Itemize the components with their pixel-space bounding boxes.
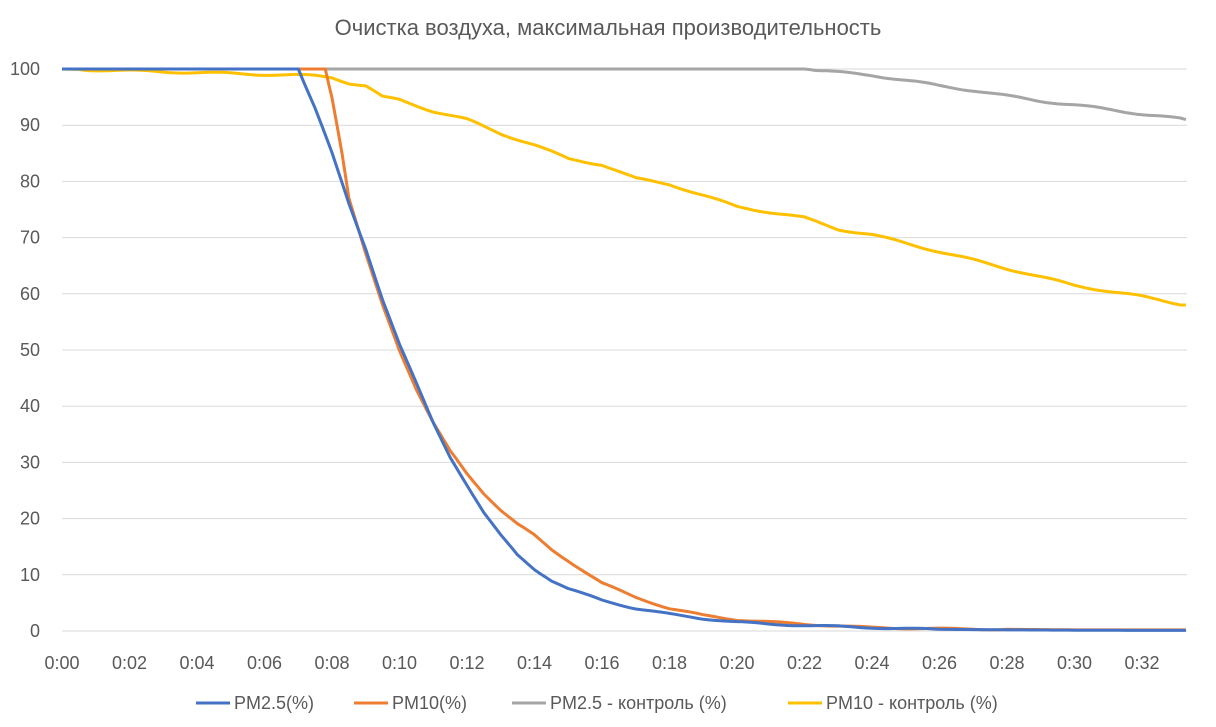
y-tick-label: 80 (20, 171, 40, 191)
series-line-1 (62, 67, 1186, 632)
y-tick-label: 0 (30, 621, 40, 641)
y-tick-label: 60 (20, 284, 40, 304)
x-axis-ticks: 0:00 0:02 0:04 0:06 0:08 0:10 0:12 0:14 0:16 0:18… (44, 653, 1159, 673)
x-tick-label: 0:08 (314, 653, 349, 673)
y-tick-label: 40 (20, 396, 40, 416)
x-tick-label: 0:20 (719, 653, 754, 673)
x-tick-label: 0:16 (584, 653, 619, 673)
x-tick-label: 0:22 (787, 653, 822, 673)
series-line-0 (62, 67, 1186, 632)
x-tick-label: 0:30 (1057, 653, 1092, 673)
y-tick-label: 50 (20, 340, 40, 360)
legend-label: PM2.5(%) (234, 693, 314, 713)
series-line-3 (61, 67, 1186, 307)
chart-title: Очистка воздуха, максимальная производит… (335, 15, 882, 40)
x-tick-label: 0:14 (517, 653, 552, 673)
y-tick-label: 20 (20, 509, 40, 529)
legend-label: PM10(%) (392, 693, 467, 713)
x-tick-label: 0:02 (112, 653, 147, 673)
y-tick-label: 30 (20, 452, 40, 472)
y-tick-label: 10 (20, 565, 40, 585)
x-tick-label: 0:00 (44, 653, 79, 673)
y-axis-ticks: 0 10 20 30 40 50 60 70 80 90 100 (10, 59, 40, 641)
x-tick-label: 0:32 (1124, 653, 1159, 673)
x-tick-label: 0:28 (989, 653, 1024, 673)
x-tick-label: 0:10 (382, 653, 417, 673)
x-tick-label: 0:26 (922, 653, 957, 673)
y-tick-label: 100 (10, 59, 40, 79)
x-tick-label: 0:04 (179, 653, 214, 673)
legend-label: PM2.5 - контроль (%) (550, 693, 727, 713)
series-lines (61, 67, 1187, 632)
y-tick-label: 70 (20, 228, 40, 248)
x-tick-label: 0:06 (247, 653, 282, 673)
x-tick-label: 0:18 (652, 653, 687, 673)
grid (62, 68, 1187, 632)
x-tick-label: 0:12 (449, 653, 484, 673)
legend: PM2.5(%) PM10(%) PM2.5 - контроль (%) PM10 … (196, 693, 998, 713)
series-line-2 (62, 67, 1187, 122)
y-tick-label: 90 (20, 115, 40, 135)
legend-label: PM10 - контроль (%) (826, 693, 998, 713)
x-tick-label: 0:24 (854, 653, 889, 673)
